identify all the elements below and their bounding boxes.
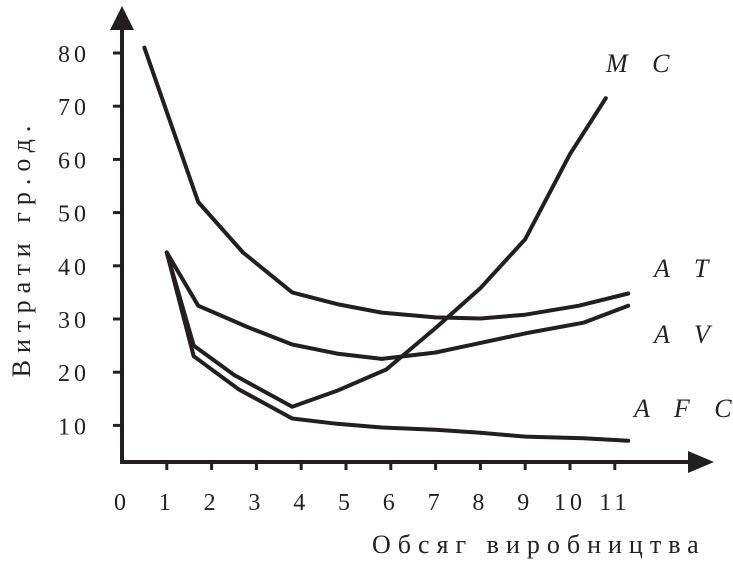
data-point-avc (433, 350, 438, 355)
data-point-atc (290, 404, 295, 409)
data-point-mc (241, 250, 245, 255)
x-tick-label: 3 (248, 490, 264, 516)
data-point-atc (523, 237, 527, 241)
x-tick-label: 5 (338, 490, 354, 516)
x-tick-label: 0 (114, 490, 130, 516)
x-tick-label: 2 (204, 490, 220, 516)
data-point-mc (380, 310, 384, 315)
data-point-mc (433, 315, 438, 320)
data-point-afc (236, 387, 241, 392)
data-point-afc (523, 434, 527, 439)
data-point-afc (191, 354, 196, 359)
data-point-afc (165, 250, 169, 255)
data-point-mc (577, 303, 581, 308)
data-point-atc (604, 96, 608, 101)
series-label-mc: M C (605, 49, 679, 78)
data-point-afc (290, 416, 295, 421)
series-label-atc: A T C (652, 254, 733, 283)
data-point-mc (478, 316, 483, 321)
data-point-mc (523, 312, 527, 317)
axes (110, 6, 714, 473)
data-point-mc (335, 302, 339, 306)
x-tick-label: 10 (554, 490, 586, 516)
data-point-atc (433, 326, 438, 330)
x-tick-group: 0 1 2 3 4 5 6 7 8 9 10 11 (114, 462, 630, 516)
x-axis-arrow (688, 451, 714, 473)
data-point-avc (523, 331, 527, 336)
data-point-avc (626, 303, 631, 308)
y-axis-arrow (110, 6, 134, 30)
x-tick-label: 6 (383, 490, 399, 516)
data-point-mc (626, 291, 631, 296)
data-point-avc (196, 303, 200, 308)
data-point-atc (478, 286, 483, 290)
data-point-atc (568, 152, 572, 156)
y-axis-title: Витрати гр.од. (7, 119, 36, 378)
x-tick-label: 4 (293, 490, 309, 516)
data-point-mc (290, 290, 295, 295)
y-tick-label: 60 (58, 148, 90, 174)
y-tick-label: 40 (58, 255, 90, 281)
series-line-afc (164, 250, 631, 443)
data-point-avc (478, 341, 483, 345)
data-point-avc (245, 325, 250, 329)
data-point-atc (384, 367, 389, 372)
x-tick-label: 7 (428, 490, 444, 516)
y-tick-label: 50 (58, 202, 90, 228)
series-line-avc (164, 250, 631, 361)
series-line-atc (164, 96, 608, 409)
series-lines (142, 45, 631, 443)
data-point-afc (335, 422, 339, 426)
y-tick-label: 10 (58, 414, 90, 440)
series-label-avc: A V C (652, 320, 733, 349)
data-point-afc (380, 425, 384, 430)
data-point-avc (290, 342, 295, 347)
data-point-afc (478, 431, 483, 435)
data-point-mc (142, 45, 147, 50)
x-tick-label: 8 (472, 490, 488, 516)
data-point-afc (581, 436, 586, 440)
x-tick-label: 1 (159, 490, 175, 516)
data-point-avc (380, 357, 384, 361)
data-point-afc (433, 427, 438, 432)
y-tick-label: 80 (58, 42, 90, 68)
data-point-atc (335, 389, 339, 393)
data-point-afc (626, 439, 631, 443)
data-point-mc (196, 200, 200, 204)
y-tick-label: 20 (58, 361, 90, 387)
data-point-avc (335, 351, 339, 356)
y-tick-group: 10 20 30 40 50 60 70 80 (58, 42, 122, 440)
x-tick-label: 9 (517, 490, 533, 516)
x-axis-title: Обсяг виробництва (372, 530, 706, 559)
data-point-avc (581, 320, 586, 325)
y-tick-label: 70 (58, 95, 90, 121)
x-tick-label: 11 (599, 490, 630, 516)
series-labels: M C A T C A V C A F C (605, 49, 733, 423)
y-tick-label: 30 (58, 308, 90, 334)
data-point-atc (232, 373, 236, 377)
series-label-afc: A F C (632, 394, 733, 423)
